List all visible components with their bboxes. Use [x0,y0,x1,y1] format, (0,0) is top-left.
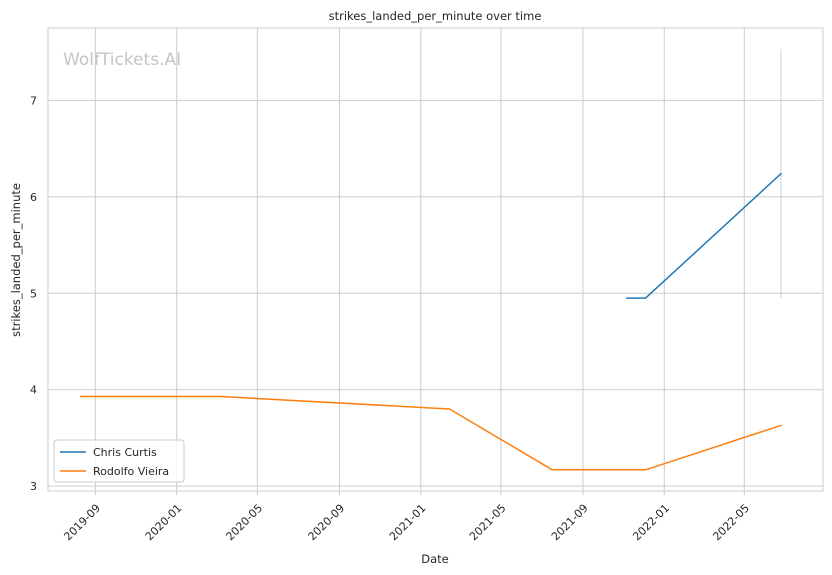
y-axis-title: strikes_landed_per_minute [9,183,23,337]
y-tick-label: 3 [30,480,37,493]
y-tick-label: 4 [30,384,37,397]
y-tick-label: 5 [30,287,37,300]
x-axis-title: Date [421,552,449,566]
series-line [79,395,782,471]
legend-label: Chris Curtis [93,446,157,459]
plot-area-border [47,27,824,492]
legend-label: Rodolfo Vieira [93,465,169,478]
y-axis-ticks: 3 4 5 6 7 [30,94,37,493]
legend: Chris Curtis Rodolfo Vieira [53,439,185,483]
grid [48,28,823,491]
legend-box [53,439,185,483]
series-lines [79,172,783,471]
watermark: WolfTickets.AI [63,50,181,70]
y-tick-label: 6 [30,191,37,204]
y-tick-label: 7 [30,94,37,107]
chart-title: strikes_landed_per_minute over time [329,9,542,23]
series-line [626,172,783,299]
